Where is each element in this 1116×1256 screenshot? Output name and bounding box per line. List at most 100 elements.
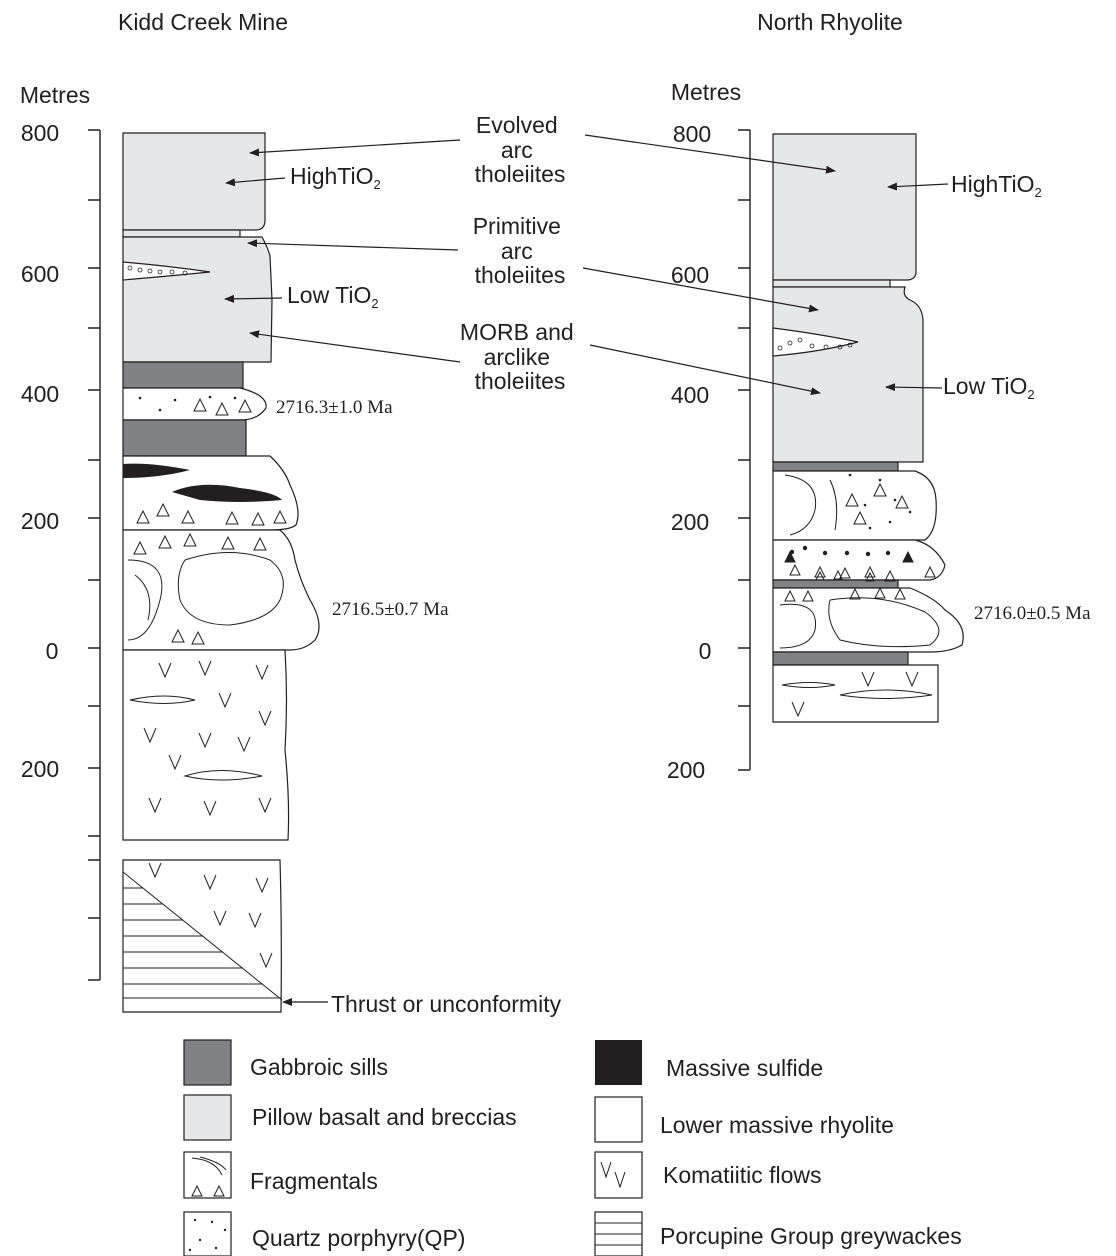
layer-shape [595,1097,642,1142]
axis-label: Metres [20,82,90,108]
tick-label: 200 [21,756,59,782]
annotation-line: tholeiites [475,262,566,288]
dot-symbol [174,399,177,402]
annotation-line: tholeiites [475,161,566,187]
axis-label: Metres [671,79,741,105]
annotation: Primitive arc tholeiites [473,213,568,288]
annotation: MORB and arclike tholeiites [460,319,580,394]
legend-label: Gabbroic sills [250,1054,388,1080]
dot-symbol [215,1247,217,1249]
dot-symbol [866,552,870,556]
arrow [248,243,458,250]
annotation-line: arc [501,137,533,163]
annotation: Evolved arc tholeiites [475,112,566,187]
layer-shape [88,130,100,980]
tick-label: 0 [46,638,59,664]
layer-shape [773,652,908,665]
subscript: 2 [371,296,378,311]
kidd-creek-column [123,133,319,1012]
layer-shape [123,530,319,650]
legend-label: Quartz porphyry(QP) [252,1225,465,1251]
tick-label: 200 [21,508,59,534]
annotation-line: tholeiites [475,368,566,394]
dot-symbol [234,397,237,400]
tick-label: 600 [671,262,709,288]
layer-shape [773,665,938,722]
dot-symbol [869,527,872,530]
dot-symbol [879,479,882,482]
right-axis [738,130,750,770]
layer-shape [595,1040,642,1085]
subscript: 2 [1027,387,1034,402]
layer-shape [773,287,923,462]
arrow [250,140,460,153]
dot-symbol [139,397,142,400]
dot-symbol [845,551,849,555]
figure: Kidd Creek Mine North Rhyolite Metres Me… [0,0,1116,1256]
layer-shape [773,280,890,287]
dot-symbol [194,1219,196,1221]
subscript: 2 [374,177,381,192]
column-title: Kidd Creek Mine [118,9,288,35]
tio2-label-text: HighTiO [951,171,1035,197]
dot-symbol [849,474,852,477]
subscript: 2 [1035,185,1042,200]
tick-label: 200 [671,509,709,535]
layer-shape [123,388,266,420]
tio2-label: Low TiO2 [943,373,1035,402]
legend-label: Lower massive rhyolite [660,1112,894,1138]
page: { "columns": [ {"title": "Kidd Creek Min… [0,0,1116,1256]
layer-shape [595,1152,642,1198]
dot-symbol [909,511,912,514]
tio2-label-text: Low TiO [943,373,1027,399]
dot-symbol [790,550,794,554]
layer-shape [123,362,243,388]
dot-symbol [803,546,807,550]
dot-symbol [864,504,867,507]
tick-label: 800 [673,121,711,147]
annotation-line: arc [501,238,533,264]
layer-shape [738,130,750,770]
legend-label: Massive sulfide [666,1055,823,1081]
layer-shape [184,1040,231,1085]
age-label: 2716.5±0.7 Ma [332,599,449,620]
dot-symbol [823,551,827,555]
layer-shape [123,237,272,362]
dot-symbol [224,1229,226,1231]
dot-symbol [159,409,162,412]
dot-symbol [889,521,892,524]
age-label: 2716.3±1.0 Ma [276,397,393,418]
legend-label: Pillow basalt and breccias [252,1104,517,1130]
tio2-label-text: HighTiO [290,163,374,189]
layer-shape [184,1095,231,1140]
layer-shape [773,134,916,280]
dot-symbol [211,1221,213,1223]
dot-symbol [886,551,890,555]
dot-symbol [199,1239,201,1241]
legend-label: Porcupine Group greywackes [660,1223,962,1249]
dot-symbol [894,499,897,502]
layer-shape [773,462,898,471]
layer-shape [123,230,240,237]
tio2-label-text: Low TiO [287,282,371,308]
legend-label: Komatiitic flows [663,1162,821,1188]
annotation-line: Primitive [473,213,561,239]
dot-symbol [189,1249,191,1251]
tick-label: 800 [21,120,59,146]
tick-label: 200 [667,757,705,783]
age-label: 2716.0±0.5 Ma [974,603,1091,624]
layer-shape [773,580,898,588]
annotation-line: Evolved [476,112,558,138]
north-rhyolite-column [773,134,963,722]
tick-label: 400 [671,382,709,408]
layer-shape [773,540,945,580]
layer-shape [123,420,246,456]
arrow [250,333,460,362]
tick-label: 600 [21,261,59,287]
tick-label: 400 [21,381,59,407]
thrust-label: Thrust or unconformity [331,991,562,1017]
layer-shape [184,1212,231,1256]
tio2-label: Low TiO2 [287,282,379,311]
tick-label: 0 [699,638,712,664]
dot-symbol [209,396,212,399]
